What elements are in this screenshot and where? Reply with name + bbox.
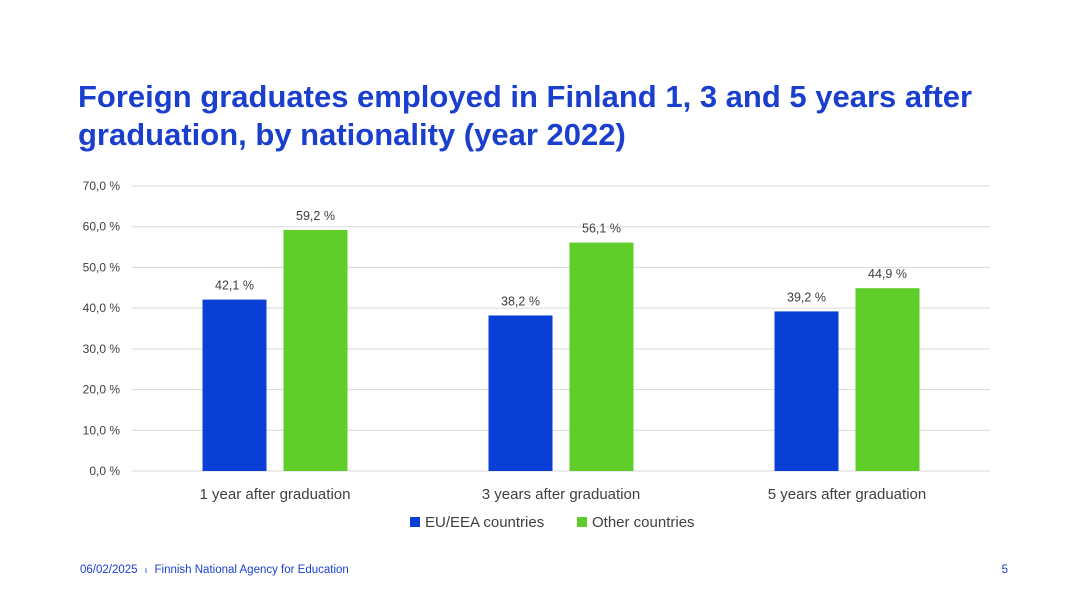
slide-title: Foreign graduates employed in Finland 1,… xyxy=(78,79,973,152)
legend: EU/EEA countries Other countries xyxy=(410,514,695,531)
footer-organization: Finnish National Agency for Education xyxy=(154,564,349,576)
y-tick-label: 50,0 % xyxy=(83,260,121,274)
x-category-label: 5 years after graduation xyxy=(768,486,926,503)
footer: 06/02/2025 ı Finnish National Agency for… xyxy=(80,564,349,576)
y-tick-label: 10,0 % xyxy=(83,423,121,437)
bar-other-2 xyxy=(569,242,634,471)
footer-separator: ı xyxy=(144,565,148,575)
page-number: 5 xyxy=(1001,564,1008,576)
bar-eu-eea-3 xyxy=(774,311,839,471)
data-label: 39,2 % xyxy=(787,290,826,304)
bar-other-1 xyxy=(283,229,348,471)
y-tick-label: 70,0 % xyxy=(83,179,121,193)
y-tick-label: 20,0 % xyxy=(83,383,121,397)
bar-eu-eea-2 xyxy=(488,315,553,471)
y-tick-label: 60,0 % xyxy=(83,220,121,234)
data-label: 56,1 % xyxy=(582,222,621,236)
y-tick-label: 0,0 % xyxy=(89,464,120,478)
x-category-label: 1 year after graduation xyxy=(200,486,351,503)
y-tick-label: 40,0 % xyxy=(83,301,121,315)
data-label: 59,2 % xyxy=(296,209,335,223)
bar-other-3 xyxy=(855,288,920,471)
data-label: 44,9 % xyxy=(868,267,907,281)
data-label: 42,1 % xyxy=(215,279,254,293)
x-category-label: 3 years after graduation xyxy=(482,486,640,503)
footer-date: 06/02/2025 xyxy=(80,564,138,576)
legend-label: Other countries xyxy=(592,514,695,531)
data-labels: 42,1 % 59,2 % 38,2 % 56,1 % 39,2 % 44,9 % xyxy=(215,209,907,309)
x-axis-category-labels: 1 year after graduation 3 years after gra… xyxy=(200,486,927,503)
legend-swatch xyxy=(410,517,420,527)
y-tick-label: 30,0 % xyxy=(83,342,121,356)
legend-swatch xyxy=(577,517,587,527)
bar-eu-eea-1 xyxy=(202,299,267,471)
y-axis-tick-labels: 0,0 % 10,0 % 20,0 % 30,0 % 40,0 % 50,0 % 60,0 … xyxy=(83,179,121,478)
legend-label: EU/EEA countries xyxy=(425,514,544,531)
gridlines xyxy=(132,185,990,472)
bars xyxy=(202,229,920,471)
data-label: 38,2 % xyxy=(501,294,540,308)
